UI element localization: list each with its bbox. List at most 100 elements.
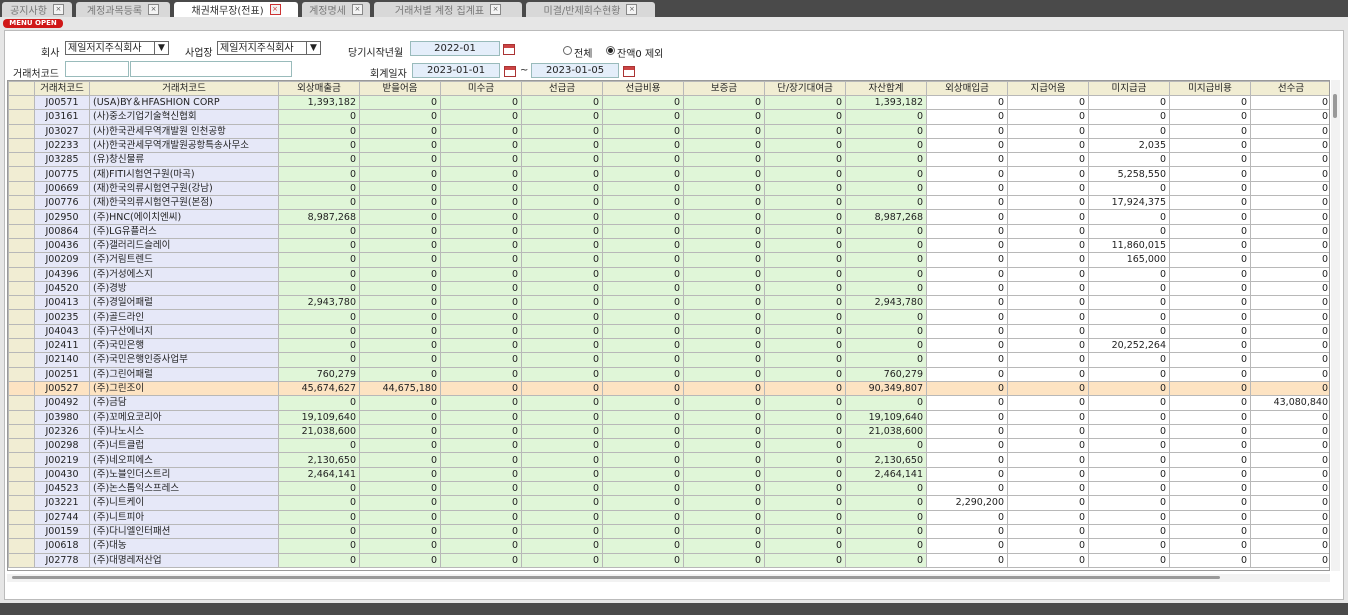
data-row[interactable]: J03285 (유)창신물류 0 0 0 0 0 0 0 0 0 0 0 0 0 — [8, 152, 1329, 168]
data-row[interactable]: J03221 (주)니트케이 0 0 0 0 0 0 0 0 2,290,200 0 0 0 0 — [8, 495, 1329, 511]
tab-close[interactable]: × — [351, 4, 363, 15]
amount-cell: 0 — [278, 352, 360, 368]
data-row[interactable]: J02950 (주)HNC(에이치엔씨) 8,987,268 0 0 0 0 0 0 8,987,… — [8, 209, 1329, 225]
amount-cell: 0 — [1250, 366, 1329, 382]
radio-all[interactable] — [563, 46, 572, 55]
partner-code-input[interactable] — [65, 61, 129, 77]
amount-cell: 0 — [359, 395, 441, 411]
amount-cell: 0 — [1007, 495, 1089, 511]
tab[interactable]: 채권채무장(전표) × — [174, 2, 298, 17]
amount-cell: 0 — [683, 395, 765, 411]
data-row[interactable]: J00251 (주)그린어패럴 760,279 0 0 0 0 0 0 760,279 0 0 0 0 0 — [8, 366, 1329, 382]
amount-cell: 0 — [764, 552, 846, 568]
data-row[interactable]: J02233 (사)한국관세무역개발원공항특송사무소 0 0 0 0 0 0 0 0 0 0 2,035… — [8, 137, 1329, 154]
data-row[interactable]: J02326 (주)나노시스 21,038,600 0 0 0 0 0 0 21,038,600 0… — [8, 423, 1329, 440]
calendar-icon[interactable] — [504, 66, 516, 77]
amount-cell: 0 — [764, 495, 846, 511]
site-select[interactable]: 제일저지주식회사 ▼ — [217, 41, 321, 55]
data-row[interactable]: J04043 (주)구산에너지 0 0 0 0 0 0 0 0 0 0 0 0 0 — [8, 323, 1329, 340]
amount-cell: 0 — [359, 552, 441, 568]
company-select[interactable]: 제일저지주식회사 ▼ — [65, 41, 169, 55]
data-row[interactable]: J04523 (주)논스톱익스프레스 0 0 0 0 0 0 0 0 0 0 0 0 0 — [8, 481, 1329, 497]
amount-cell: 0 — [602, 209, 684, 225]
amount-cell: 0 — [683, 109, 765, 125]
partner-name-input[interactable] — [130, 61, 292, 77]
header-row: 거래처코드 거래처코드 외상매출금 받을어음 미수금 선급금 선급비용 보증금 단/장기대여금 자… — [8, 81, 1329, 96]
data-row[interactable]: J00219 (주)네오피에스 2,130,650 0 0 0 0 0 0 2,130,650 0 0… — [8, 452, 1329, 468]
tab[interactable]: 거래처별 계정 집계표 × — [374, 2, 522, 17]
data-row[interactable]: J00159 (주)다니엘인터패션 0 0 0 0 0 0 0 0 0 0 0 0 0 — [8, 523, 1329, 540]
tab[interactable]: 계정명세 × — [302, 2, 370, 17]
data-row[interactable]: J00527 (주)그린조이 45,674,627 44,675,180 0 0 0 0 0 90… — [8, 380, 1329, 397]
vertical-scrollbar[interactable] — [1331, 80, 1340, 571]
amount-cell: 0 — [1169, 152, 1251, 168]
amount-cell: 0 — [845, 309, 927, 325]
scroll-thumb[interactable] — [12, 576, 1220, 579]
data-row[interactable]: J00571 (USA)BY＆HFASHION CORP 1,393,182 0 0 0 0… — [8, 94, 1329, 111]
calendar-icon[interactable] — [623, 66, 635, 77]
amount-cell: 11,860,015 — [1088, 237, 1170, 254]
amount-cell: 0 — [1250, 237, 1329, 254]
partner-name: (주)니트피아 — [89, 509, 279, 525]
data-row[interactable]: J04520 (주)경방 0 0 0 0 0 0 0 0 0 0 0 0 0 — [8, 280, 1329, 297]
data-row[interactable]: J00413 (주)경일어패럴 2,943,780 0 0 0 0 0 0 2,943,780 0 0… — [8, 295, 1329, 311]
tab-close[interactable]: × — [490, 4, 502, 15]
data-row[interactable]: J00776 (재)한국의류시험연구원(본점) 0 0 0 0 0 0 0 0 0 0 17,924,3… — [8, 195, 1329, 211]
tab[interactable]: 계정과목등록 × — [76, 2, 170, 17]
data-row[interactable]: J00775 (재)FITI시험연구원(마곡) 0 0 0 0 0 0 0 0 0 0 5,258,55… — [8, 166, 1329, 182]
amount-cell: 0 — [521, 109, 603, 125]
amount-cell: 0 — [359, 452, 441, 468]
tab-label: 계정과목등록 — [86, 6, 143, 17]
amount-cell: 0 — [1169, 523, 1251, 540]
amount-cell: 8,987,268 — [845, 209, 927, 225]
amount-cell: 0 — [683, 280, 765, 297]
data-row[interactable]: J00492 (주)금담 0 0 0 0 0 0 0 0 0 0 0 0 43,080,840 — [8, 395, 1329, 411]
data-row[interactable]: J00430 (주)노블인더스트리 2,464,141 0 0 0 0 0 0 2,464,141… — [8, 466, 1329, 483]
calendar-icon[interactable] — [503, 44, 515, 55]
amount-cell: 0 — [359, 495, 441, 511]
partner-name: (재)한국의류시험연구원(본점) — [89, 195, 279, 211]
tab-close[interactable]: × — [626, 4, 638, 15]
data-row[interactable]: J02744 (주)니트피아 0 0 0 0 0 0 0 0 0 0 0 0 0 — [8, 509, 1329, 525]
tab[interactable]: 공지사항 × — [2, 2, 72, 17]
scroll-thumb[interactable] — [1333, 94, 1337, 118]
row-indicator — [8, 137, 35, 154]
amount-cell: 0 — [845, 338, 927, 354]
data-row[interactable]: J03161 (사)중소기업기술혁신협회 0 0 0 0 0 0 0 0 0 0 0 0 0 — [8, 109, 1329, 125]
tab[interactable]: 미결/반제회수현황 × — [526, 2, 655, 17]
tab-close[interactable]: × — [148, 4, 160, 15]
partner-name: (주)구산에너지 — [89, 323, 279, 340]
data-row[interactable]: J00669 (재)한국의류시험연구원(강남) 0 0 0 0 0 0 0 0 0 0 0 0 0 — [8, 180, 1329, 197]
amount-cell: 0 — [764, 338, 846, 354]
partner-code: J00864 — [34, 223, 90, 239]
amount-cell: 0 — [1007, 538, 1089, 554]
data-row[interactable]: J03980 (주)꼬메요코리아 19,109,640 0 0 0 0 0 0 19,109,64… — [8, 409, 1329, 425]
data-row[interactable]: J03027 (사)한국관세무역개발원 인천공항 0 0 0 0 0 0 0 0 0 0 0 0 0 — [8, 123, 1329, 139]
data-row[interactable]: J02411 (주)국민은행 0 0 0 0 0 0 0 0 0 0 20,252,264 0 0 — [8, 338, 1329, 354]
column-header: 미지급비용 — [1169, 81, 1251, 96]
data-row[interactable]: J00298 (주)너트클럽 0 0 0 0 0 0 0 0 0 0 0 0 0 — [8, 438, 1329, 454]
start-input[interactable]: 2022-01 — [410, 41, 500, 56]
amount-cell: 2,035 — [1088, 137, 1170, 154]
data-row[interactable]: J00864 (주)LG유플러스 0 0 0 0 0 0 0 0 0 0 0 0 0 — [8, 223, 1329, 239]
amount-cell: 21,038,600 — [845, 423, 927, 440]
partner-code: J00618 — [34, 538, 90, 554]
amount-cell: 0 — [521, 466, 603, 483]
data-row[interactable]: J02778 (주)대명레저산업 0 0 0 0 0 0 0 0 0 0 0 0 0 — [8, 552, 1329, 568]
data-row[interactable]: J00209 (주)거림트렌드 0 0 0 0 0 0 0 0 0 0 165,000 0 0 — [8, 252, 1329, 268]
date-from-input[interactable]: 2023-01-01 — [412, 63, 500, 78]
menu-open-button[interactable]: MENU OPEN — [3, 19, 63, 28]
tab-close[interactable]: × — [269, 4, 281, 15]
tab-close[interactable]: × — [52, 4, 64, 15]
data-row[interactable]: J00235 (주)골드라인 0 0 0 0 0 0 0 0 0 0 0 0 0 — [8, 309, 1329, 325]
data-row[interactable]: J00436 (주)갤러리드슬레이 0 0 0 0 0 0 0 0 0 0 11,860,015 0 0 — [8, 237, 1329, 254]
amount-cell: 0 — [764, 94, 846, 111]
amount-cell: 0 — [521, 509, 603, 525]
data-row[interactable]: J04396 (주)거성에스지 0 0 0 0 0 0 0 0 0 0 0 0 0 — [8, 266, 1329, 282]
date-to-input[interactable]: 2023-01-05 — [531, 63, 619, 78]
data-row[interactable]: J00618 (주)대농 0 0 0 0 0 0 0 0 0 0 0 0 0 — [8, 538, 1329, 554]
amount-cell: 0 — [359, 481, 441, 497]
row-indicator — [8, 166, 35, 182]
data-row[interactable]: J02140 (주)국민은행인증사업부 0 0 0 0 0 0 0 0 0 0 0 0 0 — [8, 352, 1329, 368]
radio-nonzero[interactable] — [606, 46, 615, 55]
